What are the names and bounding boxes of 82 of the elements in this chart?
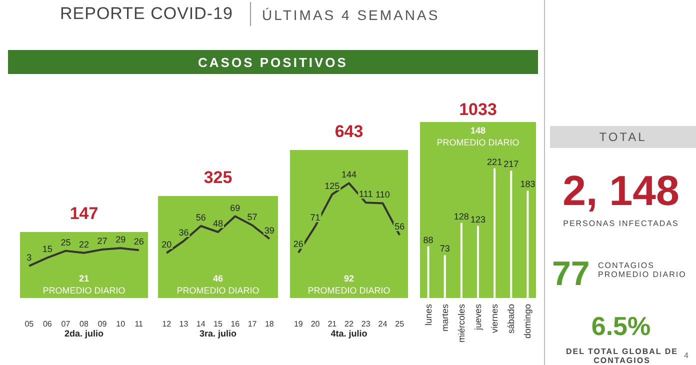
chart-title: 325: [204, 168, 232, 187]
text: 77: [552, 255, 591, 294]
data-label: 69: [230, 202, 240, 213]
data-label: 15: [42, 244, 52, 254]
data-label: 111: [359, 189, 373, 200]
text: DEL TOTAL GLOBAL DE CONTAGIOS: [566, 347, 678, 365]
text: 92: [344, 274, 354, 284]
x-tick-label: 16: [230, 320, 240, 328]
text: 6.5%: [590, 311, 652, 341]
data-label: 183: [520, 179, 536, 190]
text: 148: [470, 126, 486, 136]
data-label: 20: [162, 240, 172, 250]
text: PROMEDIO DIARIO: [176, 286, 260, 296]
data-label: 221: [487, 156, 502, 167]
text: CONTAGIOS PROMEDIO DIARIO: [598, 261, 688, 280]
x-tick-label: jueves: [473, 304, 483, 332]
data-label: 26: [134, 236, 144, 247]
x-tick-label: 19: [294, 320, 304, 328]
x-tick-label: 09: [98, 320, 108, 328]
data-label: 56: [196, 212, 206, 222]
x-axis-title: 2da. julio: [64, 328, 104, 338]
x-tick-label: 10: [116, 320, 126, 328]
x-tick-label: 05: [24, 320, 34, 328]
text: PROMEDIO DIARIO: [42, 286, 126, 296]
x-tick-label: 17: [248, 320, 258, 328]
data-label: 25: [60, 237, 71, 248]
data-label: 56: [394, 222, 405, 232]
text: TOTAL: [550, 126, 696, 148]
text: 46: [212, 274, 224, 284]
x-tick-label: 22: [344, 320, 354, 328]
data-label: 48: [212, 218, 224, 228]
data-label: 36: [178, 228, 189, 238]
data-label: 73: [440, 244, 450, 254]
x-tick-label: 08: [80, 320, 89, 328]
text: 2, 148: [562, 167, 680, 214]
data-label: 27: [97, 236, 108, 246]
chart-title: 1033: [459, 100, 497, 119]
data-label: 144: [341, 170, 357, 180]
text: 21: [78, 274, 90, 284]
chart-title: 147: [70, 204, 98, 223]
data-label: 125: [324, 180, 340, 191]
x-tick-label: martes: [440, 304, 450, 332]
data-label: 123: [470, 214, 486, 224]
x-axis-title: 3ra. julio: [199, 328, 238, 338]
data-label: 39: [264, 225, 274, 236]
data-label: 57: [247, 212, 258, 222]
chart-title: 643: [334, 122, 364, 141]
x-tick-label: 13: [179, 320, 189, 328]
data-label: 110: [376, 190, 390, 200]
x-tick-label: 20: [310, 320, 320, 328]
text: PERSONAS INFECTADAS: [562, 219, 680, 229]
x-tick-label: 06: [42, 320, 52, 328]
x-tick-label: 11: [134, 320, 144, 328]
text: 4: [684, 351, 690, 361]
x-tick-label: 14: [196, 320, 206, 328]
x-tick-label: 12: [162, 320, 172, 328]
x-tick-label: domingo: [522, 304, 533, 339]
data-label: 26: [293, 239, 304, 250]
x-tick-label: 15: [214, 320, 223, 328]
text: ÚLTIMAS 4 SEMANAS: [262, 7, 440, 23]
text: PROMEDIO DIARIO: [436, 138, 520, 148]
x-tick-label: 23: [361, 320, 371, 328]
x-tick-label: lunes: [423, 304, 434, 326]
x-tick-label: miércoles: [456, 304, 466, 343]
text: REPORTE COVID-19: [60, 4, 234, 24]
data-label: 71: [310, 212, 320, 223]
x-tick-label: 24: [378, 320, 388, 328]
data-label: 88: [423, 234, 434, 245]
data-label: 128: [454, 211, 469, 222]
x-tick-label: sábado: [506, 304, 516, 334]
data-label: 29: [116, 234, 126, 245]
x-tick-label: 18: [264, 320, 274, 328]
text: CASOS POSITIVOS: [198, 54, 348, 70]
text: PROMEDIO DIARIO: [308, 286, 390, 296]
x-tick-label: 25: [395, 320, 405, 328]
x-tick-label: 21: [328, 320, 338, 328]
data-label: 3: [26, 252, 32, 262]
data-label: 217: [504, 159, 519, 170]
data-label: 22: [78, 239, 90, 250]
x-axis-title: 4ta. julio: [330, 328, 368, 338]
x-tick-label: 07: [61, 320, 71, 328]
x-tick-label: viernes: [490, 304, 500, 334]
